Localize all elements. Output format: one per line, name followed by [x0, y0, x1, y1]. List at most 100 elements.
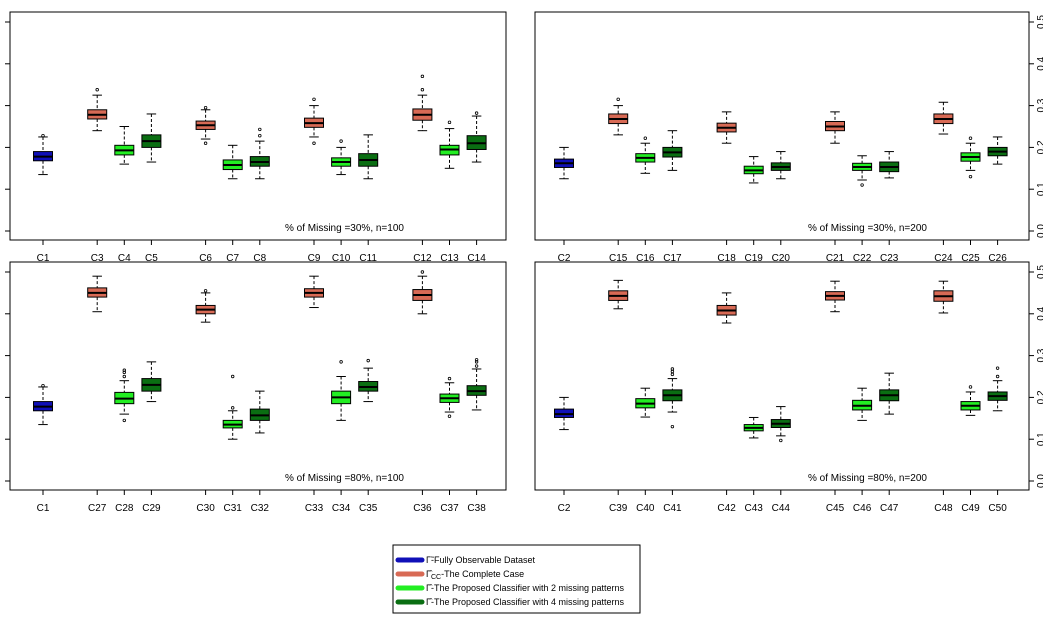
outlier-point — [312, 97, 316, 102]
x-tick-label: C30 — [196, 503, 215, 514]
x-tick-label: C29 — [142, 503, 161, 514]
panel-annotation-1: % of Missing =30%, n=100 — [285, 223, 404, 234]
outlier-point — [122, 370, 126, 375]
x-tick-label: C23 — [880, 253, 899, 264]
x-tick-label: C21 — [826, 253, 845, 264]
panel-annotation-2: % of Missing =30%, n=200 — [808, 223, 927, 234]
y-tick-label: 0.0 — [1036, 224, 1043, 238]
outlier-point — [968, 136, 973, 140]
x-tick-label: C37 — [440, 503, 459, 514]
y-tick-label: 0.3 — [1036, 348, 1043, 362]
outlier-point — [230, 406, 235, 410]
x-tick-label: C22 — [853, 253, 872, 264]
x-tick-label: C3 — [91, 253, 104, 264]
x-tick-label: C2 — [558, 253, 571, 264]
outlier-point — [203, 289, 208, 293]
legend-sub-cc: CC — [431, 574, 441, 581]
outlier-point — [420, 270, 425, 274]
svg-text:Γ̂-The Proposed Classifier wit: Γ̂-The Proposed Classifier with 2 missin… — [426, 583, 625, 593]
x-tick-label: C44 — [772, 503, 791, 514]
x-tick-label: C46 — [853, 503, 872, 514]
outlier-point — [203, 105, 208, 110]
panel-annotation-3: % of Missing =80%, n=100 — [285, 473, 404, 484]
chart-panel-4: 0.0 0.1 0.2 0.3 0.4 0.5 C2 C39 C40 C41 C42 C43 C44 C4… — [554, 265, 1043, 514]
legend-label-cc: -The Complete Case — [441, 569, 524, 579]
x-tick-label: C32 — [251, 503, 270, 514]
x-tick-label: C48 — [934, 503, 953, 514]
x-tick-label: C26 — [988, 253, 1007, 264]
x-tick-label: C10 — [332, 253, 351, 264]
legend-label-full: -Fully Observable Dataset — [431, 555, 536, 565]
outlier-point — [995, 366, 1000, 370]
outlier-point — [230, 374, 235, 379]
x-tick-label: C28 — [115, 503, 134, 514]
legend-label-p2: -The Proposed Classifier with 2 missing … — [431, 583, 625, 593]
x-tick-label: C5 — [145, 253, 158, 264]
y-tick-label: 0.5 — [1036, 265, 1043, 279]
x-tick-label: C1 — [37, 503, 50, 514]
outlier-point — [122, 368, 126, 372]
svg-text:Γ̃-Fully Observable Dataset: Γ̃-Fully Observable Dataset — [426, 555, 536, 565]
x-tick-label: C17 — [663, 253, 682, 264]
x-tick-label: C8 — [253, 253, 266, 264]
x-tick-label: C13 — [440, 253, 459, 264]
x-tick-label: C9 — [308, 253, 321, 264]
legend-symbol-p2: Γ̂ — [426, 583, 433, 593]
outlier-point — [995, 374, 1000, 379]
x-tick-label: C7 — [226, 253, 239, 264]
x-tick-label: C20 — [772, 253, 791, 264]
outlier-point — [122, 374, 126, 379]
y-tick-label: 0.1 — [1036, 432, 1043, 446]
x-tick-label: C6 — [199, 253, 212, 264]
x-tick-label: C15 — [609, 253, 628, 264]
x-tick-label: C40 — [636, 503, 655, 514]
x-tick-label: C12 — [413, 253, 432, 264]
x-tick-label: C11 — [359, 253, 377, 264]
x-tick-label: C50 — [988, 503, 1007, 514]
x-tick-label: C36 — [413, 503, 432, 514]
outlier-point — [366, 358, 370, 363]
outlier-point — [41, 133, 45, 138]
y-tick-label: 0.1 — [1036, 182, 1043, 196]
x-tick-label: C38 — [467, 503, 486, 514]
x-tick-label: C16 — [636, 253, 655, 264]
legend-label-p4: -The Proposed Classifier with 4 missing … — [431, 597, 625, 607]
x-tick-label: C14 — [467, 253, 486, 264]
x-tick-label: C33 — [305, 503, 324, 514]
y-tick-label: 0.4 — [1036, 306, 1043, 320]
x-tick-label: C1 — [37, 253, 50, 264]
panel-annotation-4: % of Missing =80%, n=200 — [808, 473, 927, 484]
outlier-point — [447, 120, 452, 125]
panel-frame-3 — [9, 261, 507, 491]
y-tick-label: 0.3 — [1036, 98, 1043, 112]
panel-frame-1 — [9, 11, 507, 241]
y-tick-label: 0.5 — [1036, 15, 1043, 29]
chart-panel-2: 0.0 0.1 0.2 0.3 0.4 0.5 C2 C15 C16 C17 C18 C19 C20 C2… — [554, 15, 1043, 264]
y-tick-label: 0.2 — [1036, 390, 1043, 404]
outlier-point — [474, 111, 479, 115]
outlier-point — [420, 74, 425, 79]
x-tick-label: C4 — [118, 253, 131, 264]
outlier-point — [474, 358, 479, 362]
legend-symbol-full: Γ̃ — [426, 555, 435, 565]
x-tick-label: C19 — [745, 253, 764, 264]
outlier-point — [670, 424, 675, 429]
outlier-point — [420, 88, 425, 92]
y-tick-label: 0.0 — [1036, 474, 1043, 488]
outlier-point — [616, 97, 620, 102]
x-tick-label: C47 — [880, 503, 899, 514]
outlier-point — [860, 183, 864, 187]
legend: Γ̃-Fully Observable Dataset Γ̂CC-The Com… — [392, 544, 641, 614]
outlier-point — [203, 141, 208, 145]
chart-panel-3: C1 C27 C28 C29 C30 C31 C32 C33 C34 C35 C36 C37 C38 — [5, 270, 487, 514]
legend-symbol-cc: Γ̂ — [426, 569, 433, 579]
x-tick-label: C39 — [609, 503, 628, 514]
x-tick-label: C25 — [961, 253, 980, 264]
panel-frame-4 — [534, 261, 1030, 491]
outlier-point — [474, 364, 479, 368]
x-tick-label: C35 — [359, 503, 378, 514]
x-tick-label: C42 — [717, 503, 736, 514]
legend-symbol-p4: Γ̂ — [426, 597, 433, 607]
x-tick-label: C31 — [224, 503, 243, 514]
outlier-point — [339, 360, 343, 364]
